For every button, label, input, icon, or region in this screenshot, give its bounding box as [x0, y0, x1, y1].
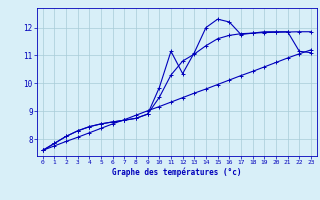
X-axis label: Graphe des températures (°c): Graphe des températures (°c)	[112, 168, 242, 177]
